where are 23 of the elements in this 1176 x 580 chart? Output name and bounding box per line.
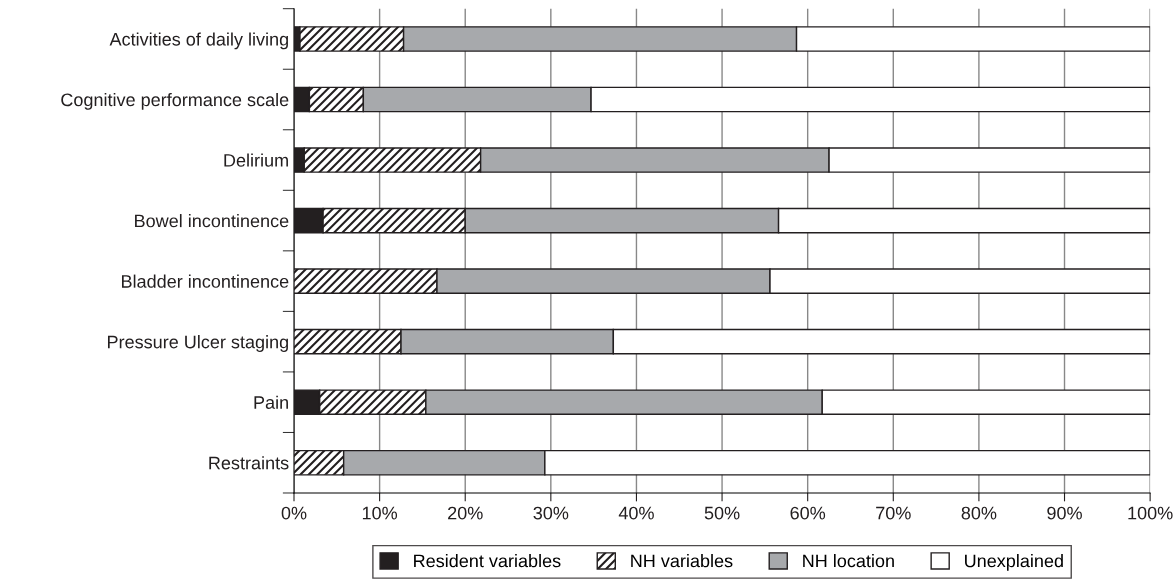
x-tick-label: 80% bbox=[961, 506, 997, 520]
x-tick-label: 10% bbox=[362, 506, 398, 520]
y-tick-label: Bowel incontinence bbox=[135, 214, 289, 228]
y-tick-label: Pressure Ulcer staging bbox=[107, 335, 288, 352]
x-tick-label: 0% bbox=[281, 506, 307, 520]
y-tick-label: Cognitive performance scale bbox=[61, 92, 289, 110]
y-tick-label: Activities of daily living bbox=[109, 32, 288, 50]
x-tick-label: 50% bbox=[704, 506, 740, 520]
x-tick-label: 100% bbox=[1128, 506, 1173, 520]
legend-label: NH location bbox=[803, 554, 894, 568]
legend-label: Unexplained bbox=[965, 554, 1063, 571]
legend-label: NH variables bbox=[631, 554, 733, 568]
x-tick-label: 70% bbox=[876, 506, 911, 520]
x-tick-label: 90% bbox=[1047, 506, 1082, 520]
y-tick-label: Pain bbox=[254, 395, 288, 409]
x-tick-label: 60% bbox=[790, 506, 826, 520]
legend-label: Resident variables bbox=[414, 554, 561, 568]
y-tick-label: Restraints bbox=[209, 456, 289, 470]
x-tick-label: 40% bbox=[618, 506, 654, 520]
y-tick-label: Bladder incontinence bbox=[122, 274, 289, 288]
x-tick-label: 30% bbox=[533, 506, 569, 520]
y-tick-label: Delirium bbox=[224, 153, 288, 167]
x-tick-label: 20% bbox=[448, 506, 483, 520]
